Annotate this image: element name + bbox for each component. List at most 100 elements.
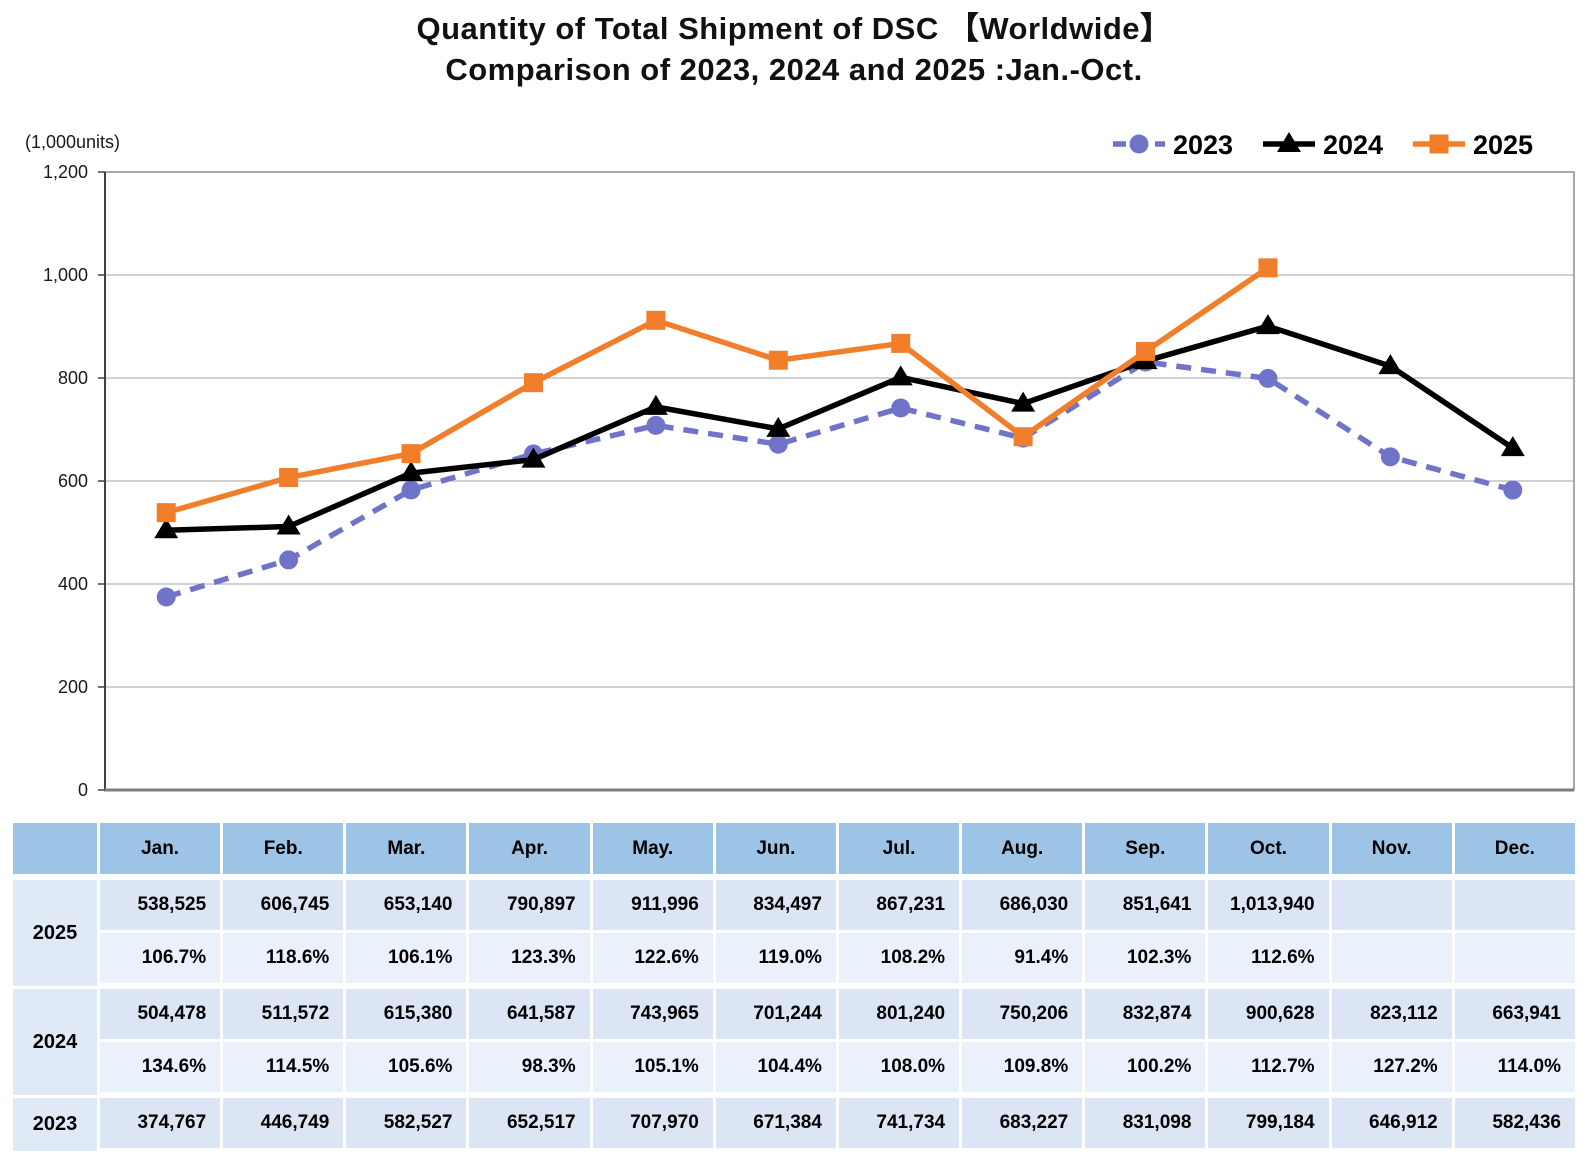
- y-axis-unit-label: (1,000units): [25, 132, 120, 152]
- yoy-cell: 108.0%: [838, 1042, 960, 1095]
- y-tick-label: 400: [58, 574, 88, 594]
- quantity-cell: 538,525: [100, 880, 221, 930]
- quantity-cell: 707,970: [592, 1098, 713, 1151]
- month-header: Sep.: [1085, 823, 1206, 877]
- month-header: Feb.: [223, 823, 344, 877]
- quantity-cell: 832,874: [1085, 989, 1206, 1039]
- data-point-square: [279, 468, 299, 488]
- year-label-2025: 2025: [13, 880, 97, 986]
- quantity-cell: 851,641: [1085, 880, 1206, 930]
- yoy-cell: 112.6%: [1208, 933, 1329, 986]
- shipment-line-chart: 0 200 400 600 800 1,000 1,200 (1,000units) 2023 2…: [25, 130, 1575, 800]
- data-point-square: [156, 503, 176, 523]
- table-head: Jan. Feb. Mar. Apr. May. Jun. Jul. Aug. Sep. Oct.…: [13, 823, 1575, 877]
- data-point-square: [1013, 427, 1033, 447]
- quantity-cell: 511,572: [223, 989, 344, 1039]
- quantity-cell: 615,380: [346, 989, 467, 1039]
- table-corner-cell: [13, 823, 97, 877]
- data-point-circle: [156, 587, 176, 607]
- data-point-square: [523, 373, 543, 393]
- yoy-cell: 91.4%: [962, 933, 1083, 986]
- table-row-yoy-2024: 134.6% 114.5% 105.6% 98.3% 105.1% 104.4% 108.0…: [13, 1042, 1575, 1095]
- month-header: Aug.: [962, 823, 1083, 877]
- month-header: Oct.: [1208, 823, 1329, 877]
- data-point-triangle: [643, 394, 668, 415]
- data-point-circle: [768, 434, 788, 454]
- yoy-cell: 134.6%: [100, 1042, 221, 1095]
- yoy-cell: 123.3%: [469, 933, 590, 986]
- quantity-cell: 823,112: [1331, 989, 1452, 1039]
- data-point-circle: [891, 398, 911, 418]
- data-point-triangle: [521, 447, 546, 468]
- month-header: Mar.: [346, 823, 467, 877]
- legend-item-2024: 2024: [1263, 130, 1383, 160]
- series-2024: [154, 314, 1525, 539]
- data-point-square: [1429, 134, 1449, 154]
- yoy-cell: 122.6%: [592, 933, 713, 986]
- data-point-square: [891, 333, 911, 353]
- data-point-circle: [1380, 447, 1400, 467]
- quantity-cell: 446,749: [223, 1098, 344, 1151]
- quantity-cell: 911,996: [592, 880, 713, 930]
- quantity-cell: 741,734: [838, 1098, 960, 1151]
- quantity-cell: 646,912: [1331, 1098, 1452, 1151]
- data-point-circle: [1258, 368, 1278, 388]
- quantity-cell: 701,244: [715, 989, 836, 1039]
- data-point-triangle: [276, 514, 301, 535]
- legend-item-2023: 2023: [1113, 130, 1233, 160]
- quantity-cell: 799,184: [1208, 1098, 1329, 1151]
- data-point-square: [1258, 258, 1278, 278]
- data-point-triangle: [1277, 132, 1301, 152]
- y-tick-label: 200: [58, 677, 88, 697]
- yoy-cell: 108.2%: [838, 933, 960, 986]
- yoy-cell: [1331, 933, 1452, 986]
- data-point-square: [646, 310, 666, 330]
- data-point-circle: [279, 550, 299, 570]
- quantity-cell: 641,587: [469, 989, 590, 1039]
- quantity-cell: 801,240: [838, 989, 960, 1039]
- yoy-cell: 119.0%: [715, 933, 836, 986]
- yoy-cell: 100.2%: [1085, 1042, 1206, 1095]
- yoy-cell: 106.1%: [346, 933, 467, 986]
- month-header: Nov.: [1331, 823, 1452, 877]
- data-point-square: [1136, 341, 1156, 361]
- quantity-cell: 374,767: [100, 1098, 221, 1151]
- chart-title-line1: Quantity of Total Shipment of DSC 【World…: [416, 11, 1172, 46]
- quantity-cell: 671,384: [715, 1098, 836, 1151]
- legend-label-2025: 2025: [1473, 130, 1533, 160]
- data-point-circle: [1129, 134, 1149, 154]
- quantity-cell: 582,436: [1454, 1098, 1575, 1151]
- month-header: May.: [592, 823, 713, 877]
- month-header: Jun.: [715, 823, 836, 877]
- data-point-square: [401, 444, 421, 464]
- series-line-2025: [165, 265, 1270, 516]
- data-table: Jan. Feb. Mar. Apr. May. Jun. Jul. Aug. Sep. Oct.…: [10, 820, 1578, 1154]
- y-tick-label: 800: [58, 368, 88, 388]
- data-point-triangle: [766, 416, 791, 437]
- legend-label-2023: 2023: [1173, 130, 1233, 160]
- yoy-cell: 105.1%: [592, 1042, 713, 1095]
- yoy-cell: 114.0%: [1454, 1042, 1575, 1095]
- year-label-2023: 2023: [13, 1098, 97, 1151]
- quantity-cell: 582,527: [346, 1098, 467, 1151]
- quantity-cell: [1331, 880, 1452, 930]
- quantity-cell: 606,745: [223, 880, 344, 930]
- y-tick-label: 0: [78, 780, 88, 800]
- data-point-triangle: [1500, 436, 1525, 457]
- data-point-square: [768, 350, 788, 370]
- yoy-cell: 105.6%: [346, 1042, 467, 1095]
- table-row-quantity-2023: 2023 374,767 446,749 582,527 652,517 707,970 6…: [13, 1098, 1575, 1151]
- table-row-yoy-2025: 106.7% 118.6% 106.1% 123.3% 122.6% 119.0% 108.…: [13, 933, 1575, 986]
- quantity-cell: 652,517: [469, 1098, 590, 1151]
- data-table-wrap: Jan. Feb. Mar. Apr. May. Jun. Jul. Aug. Sep. Oct.…: [10, 820, 1578, 1154]
- quantity-cell: 831,098: [1085, 1098, 1206, 1151]
- yoy-cell: 102.3%: [1085, 933, 1206, 986]
- yoy-cell: 109.8%: [962, 1042, 1083, 1095]
- legend-label-2024: 2024: [1323, 130, 1383, 160]
- yoy-cell: 112.7%: [1208, 1042, 1329, 1095]
- yoy-cell: 106.7%: [100, 933, 221, 986]
- data-point-triangle: [1378, 354, 1403, 375]
- data-point-triangle: [399, 461, 424, 482]
- quantity-cell: 867,231: [838, 880, 960, 930]
